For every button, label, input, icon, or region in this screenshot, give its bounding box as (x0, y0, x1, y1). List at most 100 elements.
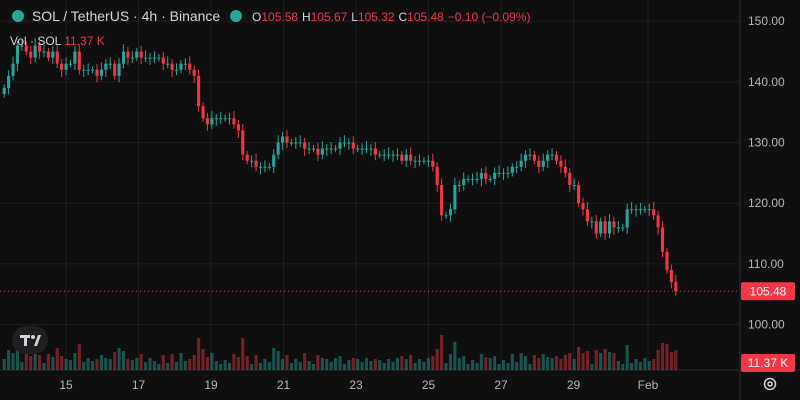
volume-bar (183, 361, 187, 370)
volume-bar (236, 357, 240, 370)
volume-bar (647, 361, 651, 370)
candle-body (64, 63, 68, 70)
candle-body (2, 87, 6, 95)
volume-legend: Vol · SOL 11.37 K (10, 34, 105, 48)
volume-bar (404, 359, 408, 370)
volume-bar (170, 354, 174, 370)
candle-body (77, 51, 81, 70)
volume-bar (537, 358, 541, 370)
candle-body (493, 172, 497, 179)
candle-body (364, 148, 369, 150)
volume-bar (351, 358, 355, 370)
volume-bar (334, 358, 338, 370)
volume-bar (201, 349, 205, 370)
candle-body (413, 160, 417, 162)
volume-bar (197, 338, 201, 370)
volume-bar (532, 355, 536, 370)
volume-bar (422, 362, 426, 370)
volume-bar (652, 359, 656, 370)
volume-bar (563, 355, 567, 370)
candle-body (546, 154, 550, 161)
x-tick-label: 29 (567, 378, 581, 392)
candle-body (554, 154, 559, 161)
volume-bar (660, 343, 665, 370)
candle-body (515, 166, 519, 168)
candle-body (294, 142, 298, 144)
volume-bar (188, 359, 192, 370)
candle-body (524, 154, 528, 161)
candle-body (448, 209, 453, 216)
gear-icon[interactable] (762, 376, 778, 392)
volume-bar (338, 356, 342, 370)
candle-body (161, 57, 165, 64)
volume-bar (382, 363, 386, 370)
volume-bar (307, 361, 311, 370)
volume-bar (104, 358, 108, 370)
volume-bar (20, 362, 24, 370)
candle-body (60, 63, 64, 70)
volume-bar (258, 363, 263, 370)
y-tick-label: 120.00 (748, 196, 785, 210)
volume-bar (484, 357, 488, 370)
volume-bar (157, 364, 161, 370)
volume-bar (29, 356, 33, 370)
tradingview-logo-icon[interactable] (12, 326, 48, 354)
volume-bar (431, 356, 435, 370)
volume-bar (179, 353, 183, 370)
candle-body (444, 215, 448, 217)
last-price-label: 105.48 (750, 284, 787, 298)
candle-body (148, 57, 152, 59)
volume-bar (524, 356, 528, 370)
high-value: 105.67 (310, 10, 348, 24)
candle-body (108, 63, 112, 65)
y-tick-label: 150.00 (748, 14, 785, 28)
symbol-title[interactable]: SOL / TetherUS · 4h · Binance (31, 8, 221, 24)
candle-body (329, 148, 333, 150)
candle-body (435, 166, 439, 185)
candle-body (210, 118, 214, 125)
candle-body (643, 209, 647, 211)
candle-body (391, 154, 395, 156)
candle-body (621, 227, 625, 229)
candle-body (426, 160, 430, 162)
candle-body (382, 154, 386, 156)
volume-bar (501, 360, 506, 370)
candle-body (669, 269, 673, 283)
candle-body (497, 172, 501, 174)
x-tick-label: 21 (277, 378, 291, 392)
last-price-badge (741, 282, 795, 301)
volume-bar (409, 355, 413, 370)
candle-body (223, 118, 227, 120)
candle-body (316, 148, 320, 155)
x-tick-label: 19 (204, 378, 218, 392)
volume-bar (643, 358, 647, 370)
candle-body (577, 185, 581, 204)
candle-body (38, 45, 42, 52)
volume-bar (139, 354, 143, 370)
volume-bar (577, 347, 581, 370)
candle-body (303, 142, 307, 149)
change-value: −0.10 (−0.09%) (447, 10, 531, 24)
open-value: 105.58 (261, 10, 299, 24)
candle-body (369, 148, 373, 150)
volume-bar (625, 345, 629, 370)
candle-body (568, 172, 572, 185)
volume-bar (444, 363, 448, 370)
candle-body (378, 154, 382, 156)
volume-bar (665, 344, 669, 370)
candle-body (519, 160, 523, 167)
volume-bar (457, 358, 461, 370)
volume-bar (426, 358, 430, 370)
candle-body (457, 185, 461, 186)
volume-bar (285, 355, 289, 370)
volume-bar (360, 362, 364, 370)
x-tick-label: 17 (132, 378, 146, 392)
y-tick-label: 110.00 (748, 257, 784, 271)
x-tick-label: 15 (59, 378, 73, 392)
volume-bar (621, 364, 625, 370)
volume-bar (60, 356, 64, 370)
volume-bar (276, 351, 280, 370)
volume-bar (135, 358, 139, 370)
volume-bar (373, 359, 377, 370)
